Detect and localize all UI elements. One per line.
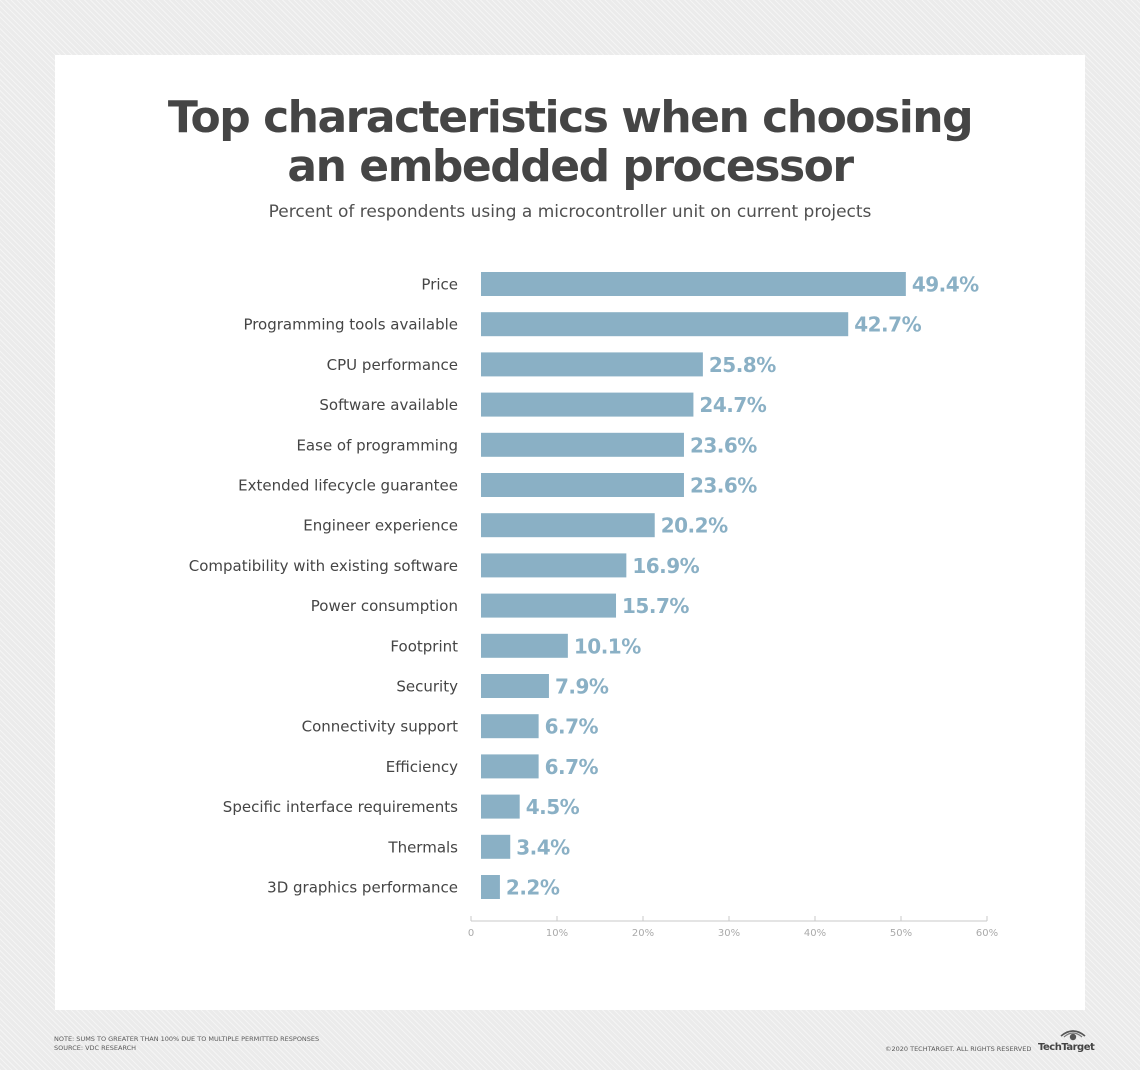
bar xyxy=(481,754,539,779)
copyright-text: ©2020 TECHTARGET. ALL RIGHTS RESERVED xyxy=(885,1045,1032,1053)
data-label: 25.8% xyxy=(709,353,776,377)
data-label: 15.7% xyxy=(622,594,689,618)
data-label: 7.9% xyxy=(555,675,609,699)
data-label: 16.9% xyxy=(632,554,699,578)
category-label: Programming tools available xyxy=(243,316,458,334)
data-label: 3.4% xyxy=(516,835,570,859)
category-label: 3D graphics performance xyxy=(267,879,458,897)
bar xyxy=(481,392,694,417)
note-text: NOTE: SUMS TO GREATER THAN 100% DUE TO M… xyxy=(54,1035,320,1043)
bar xyxy=(481,473,684,497)
bar xyxy=(481,352,703,377)
logo-text: TechTarget xyxy=(1038,1042,1095,1053)
chart-subtitle: Percent of respondents using a microcont… xyxy=(268,202,872,222)
data-label: 20.2% xyxy=(661,514,728,538)
x-tick-label: 30% xyxy=(718,928,740,939)
category-label: Efficiency xyxy=(386,758,458,776)
category-label: Specific interface requirements xyxy=(223,798,458,816)
bar xyxy=(481,834,511,859)
bar xyxy=(481,593,617,618)
bar xyxy=(481,312,849,337)
category-label: Power consumption xyxy=(311,597,458,615)
bar xyxy=(481,794,520,819)
chart-title: Top characteristics when choosing an emb… xyxy=(55,93,1085,191)
data-label: 10.1% xyxy=(574,634,641,658)
category-label: Thermals xyxy=(387,838,458,856)
data-label: 4.5% xyxy=(526,795,580,819)
bar xyxy=(481,553,627,578)
bar xyxy=(481,633,568,658)
data-label: 42.7% xyxy=(854,313,921,337)
data-label: 24.7% xyxy=(699,393,766,417)
techtarget-logo: TechTarget xyxy=(1038,1028,1095,1054)
category-label: Extended lifecycle guarantee xyxy=(238,477,458,495)
bar xyxy=(481,875,500,899)
category-label: Ease of programming xyxy=(296,436,458,454)
eye-icon xyxy=(1060,1030,1086,1041)
category-label: Software available xyxy=(319,396,458,414)
data-label: 2.2% xyxy=(506,876,560,900)
data-label: 23.6% xyxy=(690,474,757,498)
data-label: 23.6% xyxy=(690,433,757,457)
category-label: Connectivity support xyxy=(302,718,458,736)
category-label: Engineer experience xyxy=(303,517,458,535)
x-tick-label: 10% xyxy=(546,928,568,939)
data-label: 6.7% xyxy=(545,715,599,739)
category-label: Price xyxy=(421,276,458,294)
footnote: NOTE: SUMS TO GREATER THAN 100% DUE TO M… xyxy=(54,1035,319,1053)
x-tick-label: 50% xyxy=(890,928,912,939)
bar xyxy=(481,272,906,296)
data-label: 49.4% xyxy=(912,273,979,297)
category-label: CPU performance xyxy=(327,356,458,374)
category-label: Security xyxy=(396,678,458,696)
title-line-2: an embedded processor xyxy=(287,141,854,192)
x-tick-label: 0 xyxy=(468,928,474,939)
x-tick-label: 20% xyxy=(632,928,654,939)
data-label: 6.7% xyxy=(545,755,599,779)
x-tick-label: 40% xyxy=(804,928,826,939)
category-label: Footprint xyxy=(390,637,458,655)
bar xyxy=(481,714,539,739)
source-text: SOURCE: VDC RESEARCH xyxy=(54,1044,137,1052)
bar xyxy=(481,513,655,538)
bar xyxy=(481,674,549,698)
x-tick-label: 60% xyxy=(976,928,998,939)
title-line-1: Top characteristics when choosing xyxy=(167,92,974,143)
bar xyxy=(481,432,684,457)
category-label: Compatibility with existing software xyxy=(189,557,458,575)
